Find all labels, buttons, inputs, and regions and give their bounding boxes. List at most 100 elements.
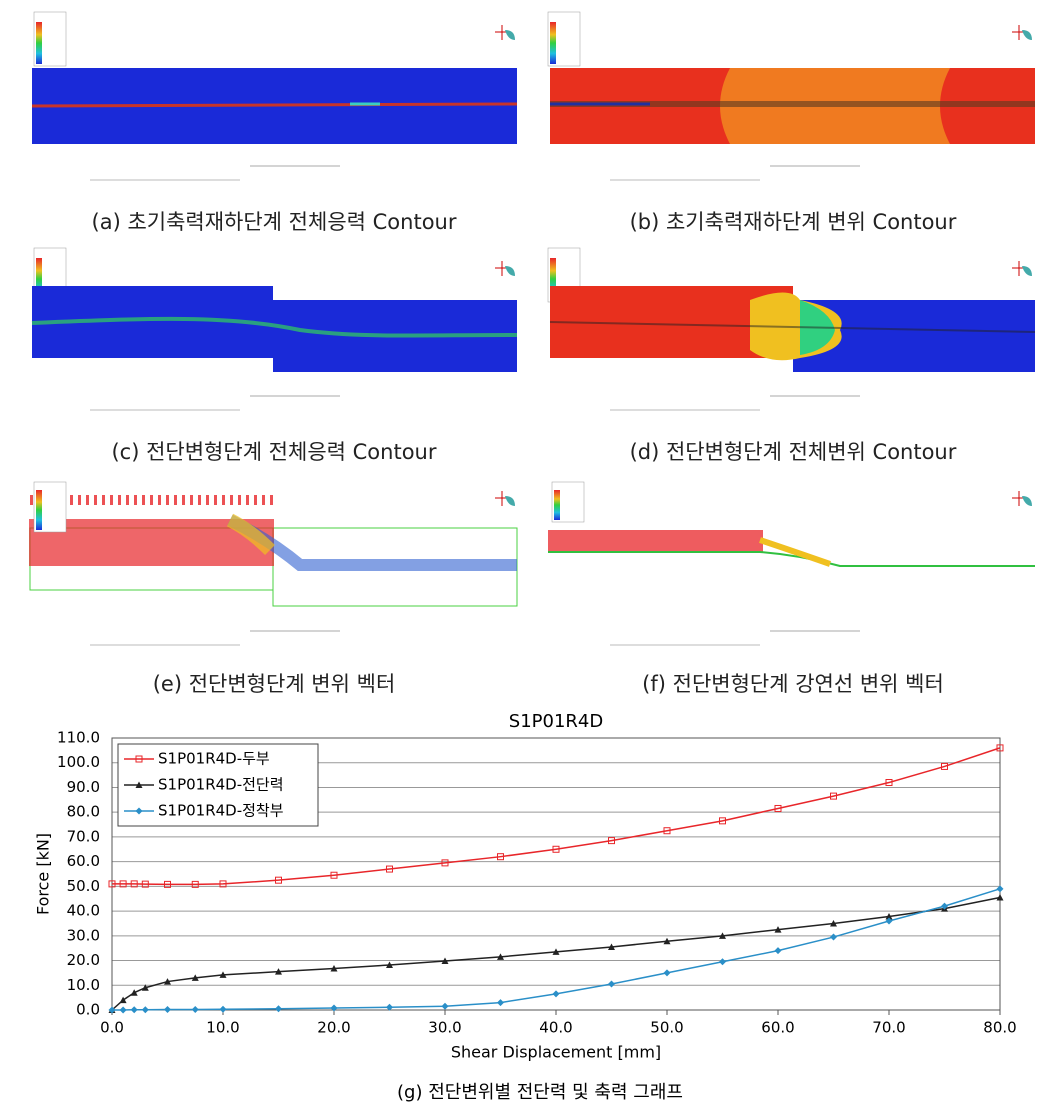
marker: [135, 781, 143, 788]
marker: [441, 859, 449, 867]
marker: [330, 1004, 338, 1012]
marker: [941, 762, 948, 770]
caption: (c) 전단변형단계 전체응력 Contour: [111, 440, 436, 464]
marker: [830, 933, 837, 941]
y-tick-label: 40.0: [67, 902, 100, 920]
marker: [119, 1006, 127, 1014]
marker: [141, 1006, 149, 1014]
fe-image-c: [31, 247, 518, 411]
marker: [130, 989, 138, 996]
marker: [219, 1005, 227, 1013]
marker: [552, 845, 560, 853]
marker: [497, 953, 504, 960]
marker: [608, 943, 615, 950]
marker: [275, 1005, 282, 1013]
legend-label: S1P01R4D-정착부: [158, 802, 284, 820]
marker: [497, 853, 504, 861]
y-tick-label: 80.0: [67, 803, 100, 821]
marker: [119, 880, 127, 888]
marker: [191, 880, 199, 888]
marker: [552, 948, 560, 955]
y-tick-label: 100.0: [57, 753, 100, 771]
marker: [135, 755, 143, 763]
x-tick-label: 0.0: [100, 1019, 124, 1037]
marker: [108, 1006, 116, 1014]
marker: [130, 1006, 138, 1014]
marker: [164, 978, 171, 985]
marker: [386, 961, 393, 968]
caption: (a) 초기축력재하단계 전체응력 Contour: [92, 210, 457, 234]
marker: [191, 974, 199, 981]
marker: [441, 957, 449, 965]
series-line: [112, 747, 1001, 886]
marker: [219, 971, 227, 978]
fe-image-b: [547, 11, 1035, 181]
marker: [330, 871, 338, 879]
y-tick-label: 60.0: [67, 852, 100, 870]
marker: [663, 937, 671, 945]
marker: [141, 880, 149, 888]
y-tick-label: 20.0: [67, 951, 100, 969]
x-tick-label: 40.0: [539, 1019, 572, 1037]
marker: [719, 932, 726, 939]
fe-image-d: [547, 247, 1036, 411]
marker: [996, 893, 1004, 901]
marker: [996, 885, 1004, 893]
fe-image-a: [31, 11, 518, 181]
x-tick-label: 50.0: [650, 1019, 683, 1037]
x-axis-label: Shear Displacement [mm]: [451, 1043, 661, 1062]
marker: [774, 926, 782, 933]
marker: [164, 1006, 171, 1014]
x-tick-label: 30.0: [428, 1019, 461, 1037]
marker: [219, 880, 227, 888]
marker: [191, 1006, 199, 1014]
marker: [135, 807, 143, 815]
x-tick-label: 20.0: [317, 1019, 350, 1037]
marker: [885, 779, 893, 787]
plot-frame: [111, 737, 1001, 1011]
caption: (f) 전단변형단계 강연선 변위 벡터: [642, 672, 944, 696]
chart-title: S1P01R4D: [509, 711, 603, 732]
y-tick-label: 0.0: [76, 1001, 100, 1019]
marker: [663, 969, 671, 977]
legend-label: S1P01R4D-전단력: [158, 776, 284, 794]
x-tick-label: 80.0: [983, 1019, 1016, 1037]
figure-caption: (g) 전단변위별 전단력 및 축력 그래프: [397, 1082, 683, 1103]
marker: [719, 817, 726, 825]
y-axis-label: Force [kN]: [34, 833, 53, 915]
marker: [996, 744, 1004, 752]
marker: [108, 880, 116, 888]
caption: (e) 전단변형단계 변위 벡터: [153, 672, 396, 696]
y-tick-label: 30.0: [67, 926, 100, 944]
marker: [885, 913, 893, 920]
marker: [275, 876, 282, 884]
x-tick-label: 60.0: [761, 1019, 794, 1037]
y-tick-label: 110.0: [57, 729, 100, 747]
marker: [774, 947, 782, 955]
marker: [719, 958, 726, 966]
marker: [552, 990, 560, 998]
caption: (b) 초기축력재하단계 변위 Contour: [630, 210, 957, 234]
marker: [608, 980, 615, 988]
marker: [386, 865, 393, 873]
y-tick-label: 10.0: [67, 976, 100, 994]
marker: [164, 880, 171, 888]
marker: [830, 919, 837, 927]
marker: [941, 902, 948, 910]
marker: [275, 968, 282, 975]
fe-image-e: [29, 481, 518, 646]
legend-label: S1P01R4D-두부: [158, 750, 270, 768]
marker: [130, 880, 138, 888]
marker: [497, 999, 504, 1007]
marker: [663, 827, 671, 835]
y-tick-label: 90.0: [67, 778, 100, 796]
marker: [330, 964, 338, 972]
marker: [774, 804, 782, 812]
y-tick-label: 70.0: [67, 827, 100, 845]
marker: [830, 792, 837, 800]
marker: [141, 984, 149, 991]
marker: [441, 1002, 449, 1010]
y-tick-label: 50.0: [67, 877, 100, 895]
x-tick-label: 70.0: [872, 1019, 905, 1037]
